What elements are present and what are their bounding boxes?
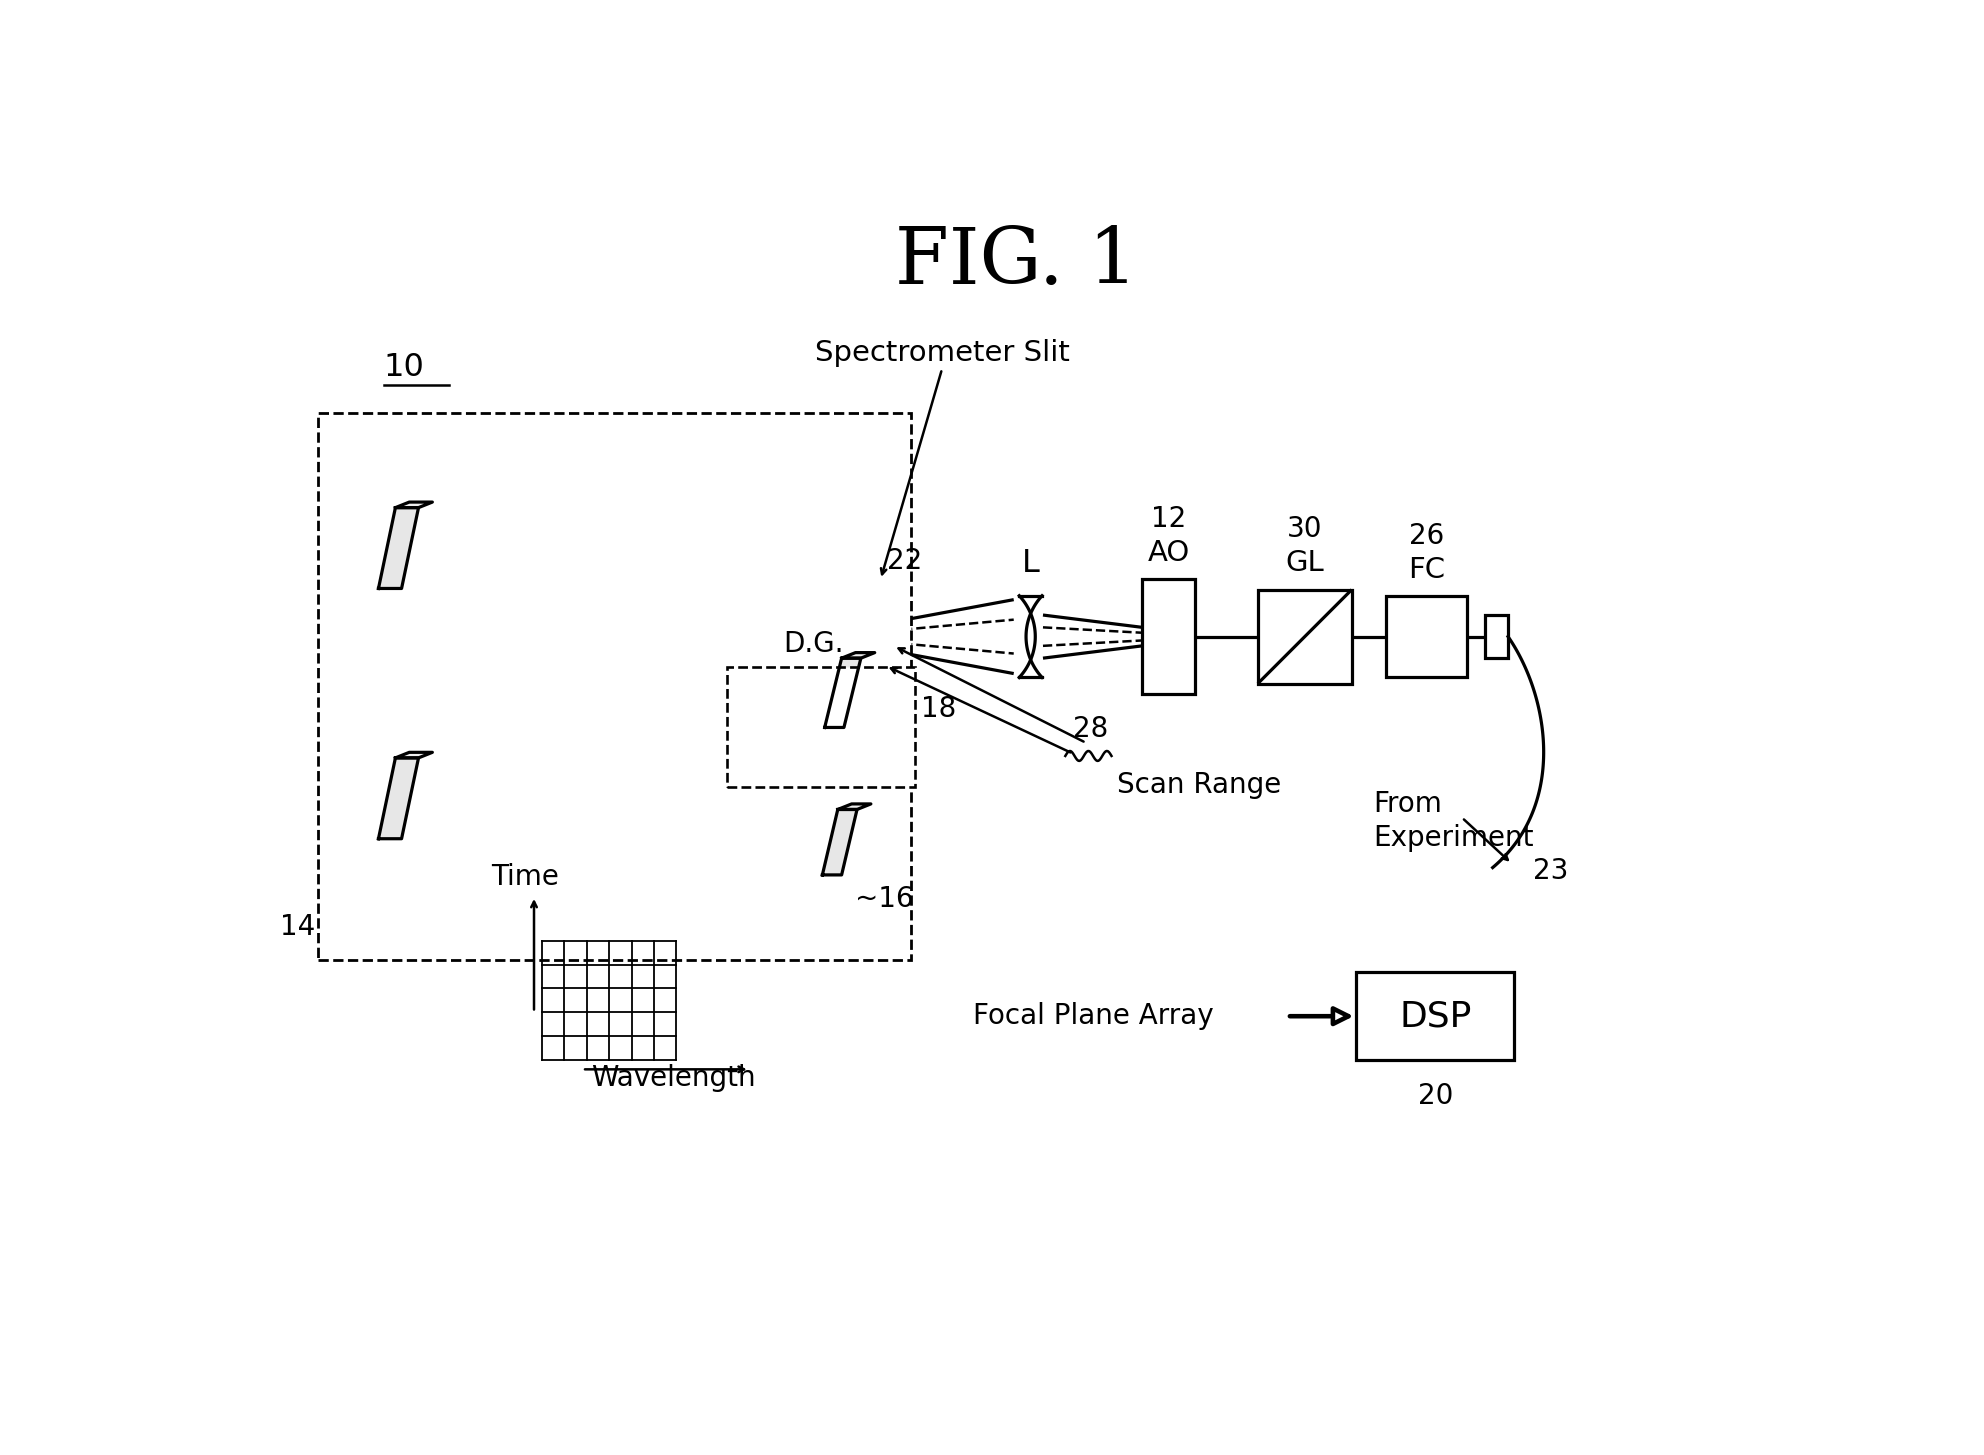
Polygon shape <box>379 508 419 588</box>
Bar <box>1357 972 1514 1061</box>
Bar <box>317 413 911 960</box>
Text: 28: 28 <box>1073 714 1109 744</box>
Text: Experiment: Experiment <box>1373 824 1534 853</box>
Text: 23: 23 <box>1534 857 1567 886</box>
Bar <box>1258 589 1351 684</box>
Bar <box>1484 615 1508 658</box>
Bar <box>1143 579 1194 694</box>
Text: FIG. 1: FIG. 1 <box>895 224 1139 301</box>
Text: AO: AO <box>1147 538 1190 566</box>
Text: 26: 26 <box>1409 522 1444 550</box>
Text: 10: 10 <box>383 352 425 383</box>
Text: 20: 20 <box>1419 1083 1452 1110</box>
Text: Time: Time <box>490 863 559 890</box>
Text: DSP: DSP <box>1399 1000 1472 1033</box>
Polygon shape <box>379 758 419 838</box>
Polygon shape <box>841 653 875 658</box>
Bar <box>1387 597 1468 677</box>
Text: Spectrometer Slit: Spectrometer Slit <box>815 339 1069 367</box>
Bar <box>726 668 915 787</box>
Polygon shape <box>395 752 433 758</box>
Polygon shape <box>823 809 857 874</box>
Text: FC: FC <box>1409 556 1446 583</box>
Polygon shape <box>837 805 871 809</box>
Text: Wavelength: Wavelength <box>591 1065 756 1093</box>
Text: 12: 12 <box>1151 505 1186 533</box>
Text: 30: 30 <box>1288 515 1323 543</box>
Polygon shape <box>825 658 861 728</box>
Text: ~16: ~16 <box>855 885 915 912</box>
Text: 18: 18 <box>921 695 956 723</box>
Text: Focal Plane Array: Focal Plane Array <box>972 1002 1214 1030</box>
Text: D.G.: D.G. <box>784 630 843 658</box>
Text: 22: 22 <box>887 547 923 575</box>
Text: From: From <box>1373 790 1442 818</box>
Text: 14: 14 <box>280 912 315 941</box>
Text: Scan Range: Scan Range <box>1117 771 1282 799</box>
Polygon shape <box>395 502 433 508</box>
Text: L: L <box>1022 549 1040 579</box>
Text: GL: GL <box>1286 550 1323 578</box>
